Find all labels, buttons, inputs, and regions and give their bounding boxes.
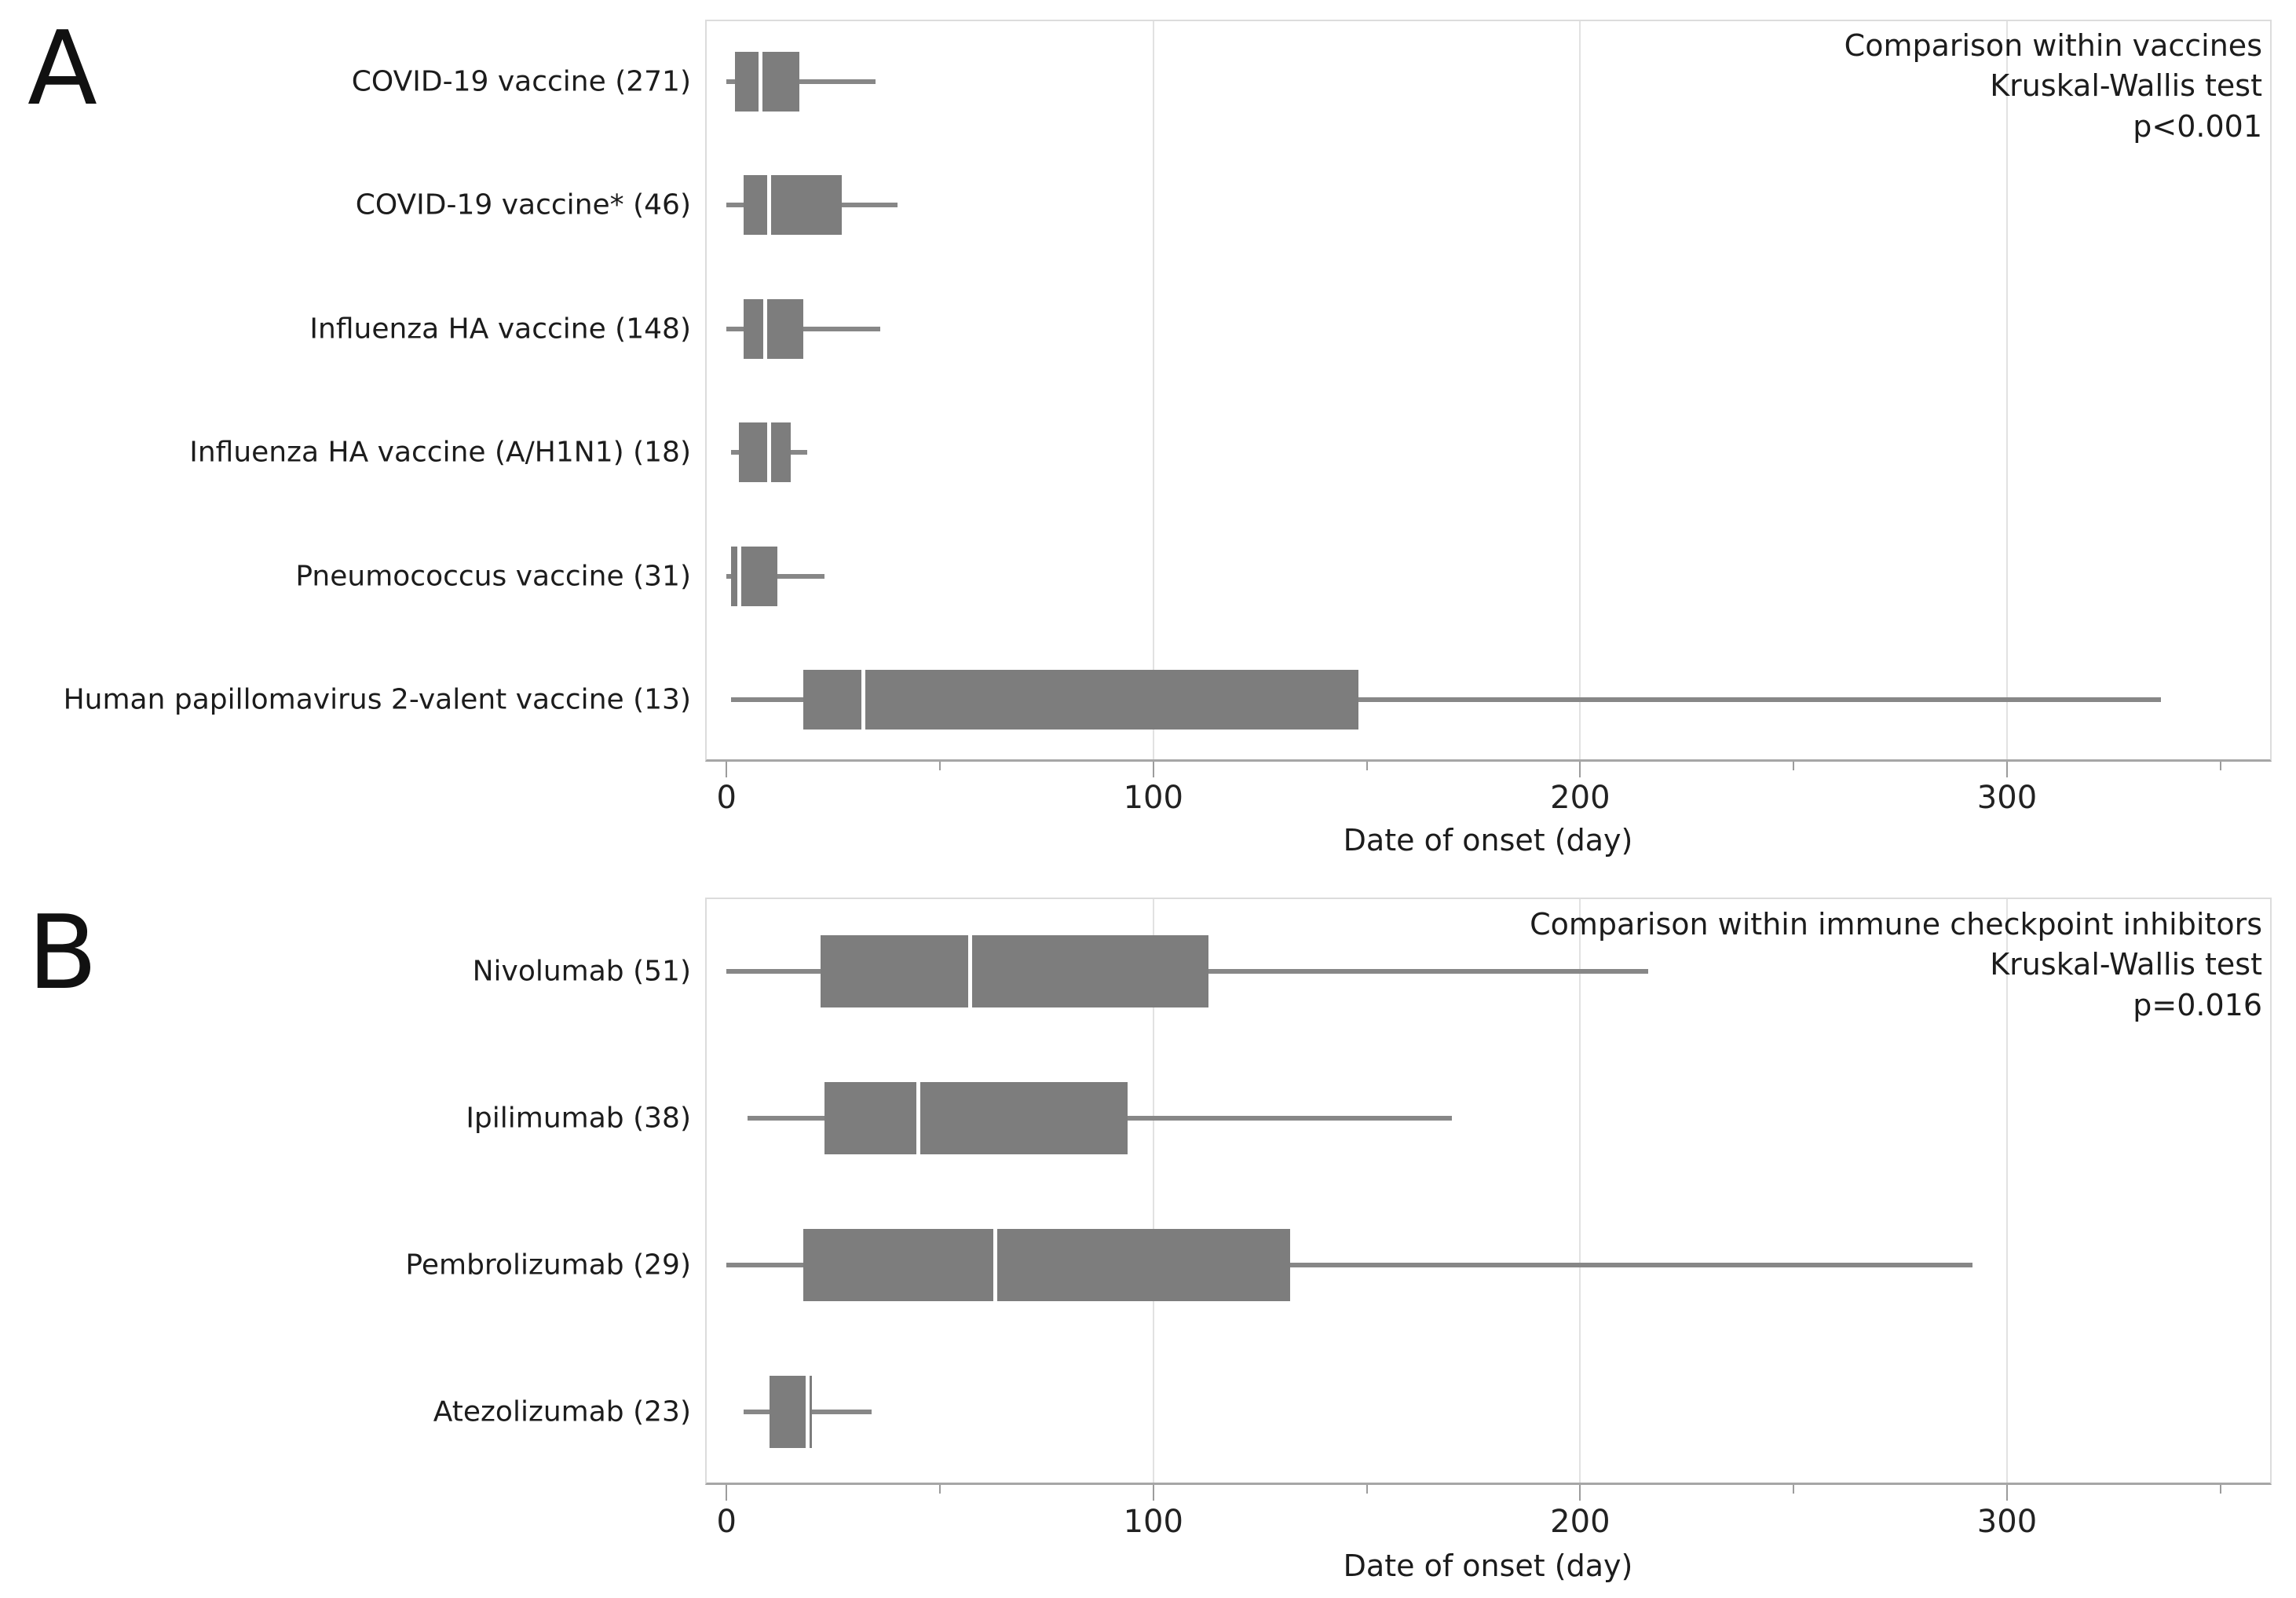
boxplot-median-line xyxy=(762,298,767,359)
x-axis-tick-label: 200 xyxy=(1550,780,1610,816)
x-axis-tick-label: 100 xyxy=(1123,780,1183,816)
x-axis-tick xyxy=(2005,762,2008,777)
boxplot-whisker xyxy=(730,697,2161,703)
boxplot-box xyxy=(743,175,842,236)
panel-b-x-axis-title: Date of onset (day) xyxy=(1343,1549,1633,1583)
boxplot-median-line xyxy=(967,934,972,1007)
x-axis-minor-tick xyxy=(938,762,941,770)
boxplot-row-label: COVID-19 vaccine* (46) xyxy=(355,188,691,221)
x-axis-tick-label: 300 xyxy=(1976,1504,2038,1540)
x-axis-tick-label: 0 xyxy=(716,1504,737,1540)
x-axis-minor-tick xyxy=(2219,762,2221,770)
x-axis-tick xyxy=(1579,1485,1581,1501)
x-axis-minor-tick xyxy=(1366,762,1368,770)
boxplot-median-line xyxy=(805,1375,810,1448)
boxplot-median-line xyxy=(916,1081,921,1154)
boxplot-whisker xyxy=(726,326,880,331)
boxplot-box xyxy=(743,298,804,359)
x-axis-minor-tick xyxy=(938,1485,941,1494)
boxplot-box xyxy=(803,670,1358,730)
x-axis-tick xyxy=(726,1485,728,1501)
boxplot-median-line xyxy=(767,175,772,236)
annotation-line: Comparison within vaccines xyxy=(1844,28,2262,63)
annotation-line: Comparison within immune checkpoint inhi… xyxy=(1530,907,2262,942)
boxplot-row-label: Pneumococcus vaccine (31) xyxy=(295,560,691,593)
boxplot-row-label: Influenza HA vaccine (148) xyxy=(309,313,691,346)
annotation-line: p<0.001 xyxy=(2133,108,2262,144)
boxplot-box xyxy=(735,51,799,112)
boxplot-box xyxy=(820,934,1209,1007)
x-axis-tick xyxy=(726,762,728,777)
panel-a-annotation: Comparison within vaccines Kruskal-Wallis… xyxy=(1844,26,2262,147)
x-axis-tick-label: 0 xyxy=(716,780,737,816)
boxplot-box xyxy=(803,1228,1290,1301)
boxplot-whisker xyxy=(726,1262,1973,1267)
boxplot-row-label: Ipilimumab (38) xyxy=(466,1102,691,1134)
gridline xyxy=(1579,21,1581,759)
gridline xyxy=(2005,21,2008,759)
x-axis-tick xyxy=(1152,762,1154,777)
boxplot-box xyxy=(824,1081,1128,1154)
boxplot-row-label: Pembrolizumab (29) xyxy=(405,1249,691,1281)
x-axis-minor-tick xyxy=(1793,762,1795,770)
panel-a-plot xyxy=(705,20,2272,762)
boxplot-row-label: Human papillomavirus 2-valent vaccine (1… xyxy=(63,683,691,716)
gridline xyxy=(1579,899,1581,1483)
boxplot-box xyxy=(739,422,791,483)
boxplot-whisker xyxy=(726,79,876,84)
x-axis-tick xyxy=(2005,1485,2008,1501)
boxplot-row-label: Influenza HA vaccine (A/H1N1) (18) xyxy=(189,436,691,469)
panel-b-annotation: Comparison within immune checkpoint inhi… xyxy=(1530,905,2262,1026)
boxplot-box xyxy=(769,1375,812,1448)
x-axis-tick-label: 300 xyxy=(1976,780,2038,816)
x-axis-minor-tick xyxy=(1366,1485,1368,1494)
gridline xyxy=(1152,21,1154,759)
x-axis-tick-label: 100 xyxy=(1123,1504,1183,1540)
boxplot-median-line xyxy=(737,546,741,606)
boxplot-median-line xyxy=(861,670,865,730)
annotation-line: p=0.016 xyxy=(2133,987,2262,1022)
boxplot-row-label: Atezolizumab (23) xyxy=(433,1395,691,1428)
x-axis-minor-tick xyxy=(2219,1485,2221,1494)
annotation-line: Kruskal-Wallis test xyxy=(1990,947,2262,982)
panel-a-x-axis-title: Date of onset (day) xyxy=(1343,823,1633,858)
panel-b-letter: B xyxy=(27,893,98,1012)
x-axis-minor-tick xyxy=(1793,1485,1795,1494)
x-axis-tick xyxy=(1579,762,1581,777)
x-axis-tick-label: 200 xyxy=(1550,1504,1610,1540)
boxplot-median-line xyxy=(759,51,763,112)
panel-a-letter: A xyxy=(27,9,97,128)
boxplot-median-line xyxy=(767,422,772,483)
x-axis-tick xyxy=(1152,1485,1154,1501)
gridline xyxy=(2005,899,2008,1483)
boxplot-median-line xyxy=(993,1228,998,1301)
annotation-line: Kruskal-Wallis test xyxy=(1990,68,2262,104)
boxplot-row-label: Nivolumab (51) xyxy=(472,955,691,987)
gridline xyxy=(1152,899,1154,1483)
boxplot-row-label: COVID-19 vaccine (271) xyxy=(351,65,691,98)
